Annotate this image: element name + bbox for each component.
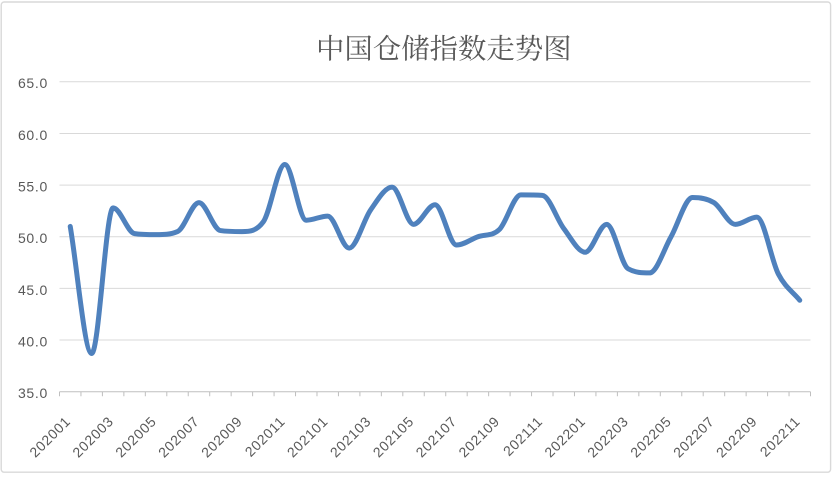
svg-text:40.0: 40.0 (18, 333, 48, 349)
svg-text:55.0: 55.0 (18, 179, 48, 195)
svg-text:50.0: 50.0 (18, 230, 48, 246)
svg-text:60.0: 60.0 (18, 127, 48, 143)
svg-text:65.0: 65.0 (18, 75, 48, 91)
svg-text:35.0: 35.0 (18, 385, 48, 401)
svg-text:45.0: 45.0 (18, 282, 48, 298)
